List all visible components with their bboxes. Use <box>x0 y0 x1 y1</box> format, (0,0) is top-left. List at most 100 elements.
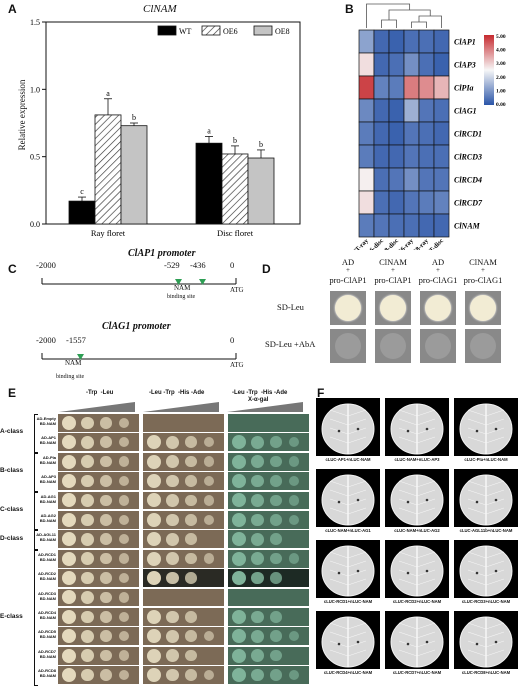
d-row-sdleu: SD-Leu <box>277 302 304 312</box>
y2h-plate-strip <box>58 549 139 568</box>
bar-chart: 0.0 0.5 1.0 1.5 c a a b b b Ray floret Disc floret W… <box>30 18 301 238</box>
yeast-spot <box>166 494 179 507</box>
yeast-spot <box>289 631 300 642</box>
yeast-spot <box>100 611 112 623</box>
yeast-spot <box>270 669 282 681</box>
d-col-label: + <box>346 266 350 274</box>
plot-frame <box>45 21 301 225</box>
y2h-plate-strip <box>58 414 139 432</box>
leaf-caption: cLUC-RCD3+nLUC-NAM <box>461 599 511 604</box>
gene-label: ClRCD1 <box>454 130 482 139</box>
d-col-label: AD <box>431 257 445 267</box>
yeast-spot <box>251 532 264 546</box>
yeast-spot <box>232 571 246 586</box>
heatmap-cell <box>358 213 375 238</box>
d-col-label: pro-ClAP1 <box>329 275 367 285</box>
yeast-spot <box>100 417 112 429</box>
bar-oe8 <box>120 125 148 225</box>
ad-label: AD-RCD1 <box>38 551 56 557</box>
y2h-row-label: AD-RCD8 BD-NAM <box>18 668 56 678</box>
yeast-spot <box>81 668 94 682</box>
yeast-spot <box>81 532 94 546</box>
color-scale-label: 4.00 <box>496 48 506 54</box>
legend-swatch <box>201 25 221 36</box>
yeast-spot <box>232 454 246 469</box>
heatmap-cell <box>373 213 390 238</box>
e-header-2: -Leu -Trp -His -Ade <box>149 390 205 396</box>
yeast-spot <box>166 629 179 643</box>
p2-binding: binding site <box>56 374 85 380</box>
d-col-label: pro-ClAP1 <box>374 275 412 285</box>
heatmap-cell <box>388 52 405 77</box>
yeast-spot <box>100 572 112 584</box>
yeast-spot <box>185 649 197 662</box>
leaf-icon <box>390 545 444 597</box>
yeast-spot <box>147 493 161 508</box>
yeast-spot <box>166 552 179 566</box>
ad-label: AD-RCD3 <box>38 590 56 596</box>
yeast-spot <box>119 437 130 448</box>
leaf-caption: cLUC-AGL11b+nLUC-NAM <box>459 528 513 533</box>
category-label: Disc floret <box>217 228 254 238</box>
heatmap-cell <box>358 75 375 100</box>
yeast-spot <box>81 649 94 663</box>
yeast-spot <box>270 436 282 449</box>
yeast-spot <box>119 611 130 623</box>
yeast-spot <box>232 435 246 450</box>
yeast-spot <box>251 494 264 507</box>
yeast-spot <box>81 494 94 507</box>
color-scale-label: 0.00 <box>496 102 506 108</box>
leaf-icon <box>459 474 513 526</box>
yeast-spot <box>204 437 215 448</box>
luciferase-leaf-image <box>454 398 518 456</box>
yeast-spot <box>62 648 76 663</box>
panel-label-a: A <box>8 2 17 16</box>
panel-a-title: ClNAM <box>143 3 177 15</box>
leaf-icon <box>390 616 444 668</box>
yeast-spot <box>147 512 161 527</box>
yeast-spot <box>185 455 197 468</box>
yeast-spot <box>166 474 179 488</box>
y2h-plate-strip <box>228 472 309 490</box>
heatmap-cell <box>403 29 420 54</box>
yeast-spot <box>100 436 112 449</box>
bar-oe6 <box>221 153 249 225</box>
bd-label: BD-NAM <box>39 440 56 446</box>
yeast-spot <box>289 553 300 564</box>
yeast-plate <box>465 329 501 363</box>
significance-letter: a <box>106 89 110 98</box>
y2h-plate-strip <box>58 472 139 490</box>
gene-label: ClRCD3 <box>454 153 482 162</box>
yeast-spot <box>81 571 94 585</box>
yeast-colony <box>380 333 406 359</box>
y2h-plate-strip <box>58 433 139 452</box>
p2-nam: NAM <box>65 359 82 367</box>
y-tick-label: 0.0 <box>30 220 40 229</box>
bd-label: BD-NAM <box>39 459 56 465</box>
yeast-plate <box>330 291 366 325</box>
yeast-colony <box>380 295 406 321</box>
d-col-label: ClNAM <box>379 257 407 267</box>
yeast-spot <box>185 494 197 507</box>
bd-label: BD-NAM <box>39 595 56 601</box>
yeast-spot <box>251 629 264 643</box>
heatmap-cell <box>433 190 450 215</box>
yeast-spot <box>100 533 112 546</box>
yeast-spot <box>251 474 264 488</box>
leaf-caption: cLUC-RCD7+nLUC-NAM <box>392 670 442 675</box>
yeast-spot <box>147 435 161 450</box>
yeast-spot <box>62 532 76 547</box>
yeast-spot <box>100 514 112 526</box>
class-bracket <box>34 452 38 492</box>
y2h-plate-strip <box>143 472 224 490</box>
yeast-plate <box>330 329 366 363</box>
y2h-plate-strip <box>143 511 224 529</box>
d-col-label: pro-ClAG1 <box>418 275 458 285</box>
panel-label-b: B <box>345 2 354 16</box>
yeast-spot <box>62 415 76 430</box>
yeast-spot <box>62 435 76 450</box>
yeast-spot <box>185 572 197 584</box>
significance-letter: b <box>132 113 136 122</box>
yeast-spot <box>251 571 264 585</box>
yeast-colony <box>425 333 451 359</box>
